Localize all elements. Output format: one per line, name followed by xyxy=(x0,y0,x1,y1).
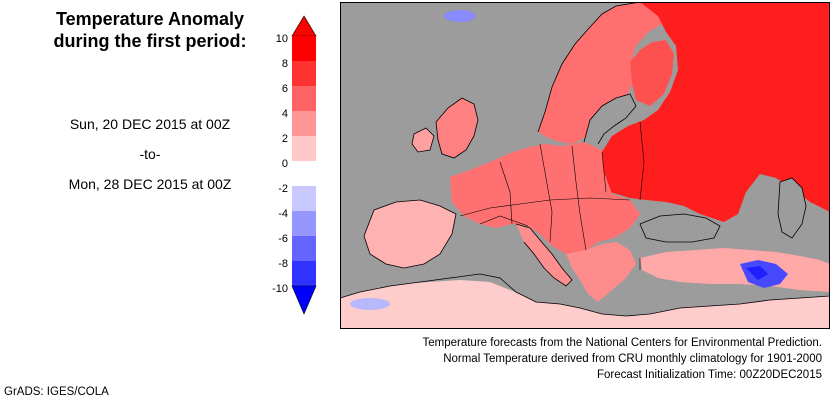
cold-patch-core xyxy=(746,266,768,280)
legend-tick-label: -2 xyxy=(278,183,288,195)
legend-bin xyxy=(292,136,316,161)
cold-patch-sw xyxy=(350,298,390,310)
legend-tick-label: 6 xyxy=(282,83,288,95)
land-great-britain xyxy=(436,98,478,158)
caspian-sea xyxy=(778,178,806,238)
credits-line-1: Temperature forecasts from the National … xyxy=(422,337,823,349)
land-balkans xyxy=(566,242,636,302)
legend-arrow-top xyxy=(291,15,317,37)
legend-tick-label: -4 xyxy=(278,208,288,220)
europe-anomaly-map xyxy=(340,2,830,329)
legend-tick-label: 4 xyxy=(282,108,288,120)
legend-bin xyxy=(292,161,316,186)
legend-arrow-bottom xyxy=(291,285,317,315)
legend-bin xyxy=(292,186,316,211)
grads-footer: GrADS: IGES/COLA xyxy=(4,386,109,398)
legend-bin xyxy=(292,86,316,111)
title-line-2: during the first period: xyxy=(53,31,247,51)
legend-tick-label: -6 xyxy=(278,233,288,245)
period-separator: -to- xyxy=(139,146,161,162)
legend-bin xyxy=(292,36,316,61)
legend-tick-label: 8 xyxy=(282,58,288,70)
legend-bin xyxy=(292,111,316,136)
legend-bin xyxy=(292,211,316,236)
mediterranean-sea xyxy=(400,256,602,308)
land-anatolia xyxy=(640,248,830,292)
credits-line-2: Normal Temperature derived from CRU mont… xyxy=(443,353,822,365)
land-italy xyxy=(516,224,572,286)
title-line-1: Temperature Anomaly xyxy=(55,9,245,29)
cold-patch-north xyxy=(444,10,476,22)
legend-tick-label: 0 xyxy=(282,158,288,170)
legend-bin xyxy=(292,236,316,261)
period-end: Mon, 28 DEC 2015 at 00Z xyxy=(68,176,232,192)
land-russia xyxy=(602,2,830,222)
land-ireland xyxy=(412,128,434,152)
legend-bin xyxy=(292,261,316,286)
map-frame xyxy=(340,2,830,329)
land-scandinavia xyxy=(538,2,662,144)
legend-bin xyxy=(292,61,316,86)
land-iberia xyxy=(364,200,456,268)
color-legend: 10 8 6 4 2 0 -2 -4 -6 -8 -10 xyxy=(272,15,317,315)
baltic-sea xyxy=(584,94,636,144)
legend-tick-label: 10 xyxy=(276,33,288,45)
black-sea xyxy=(640,214,720,242)
map-title: Temperature Anomaly during the first per… xyxy=(0,8,300,52)
period-start: Sun, 20 DEC 2015 at 00Z xyxy=(69,116,231,132)
land-central-europe xyxy=(450,142,640,254)
credits-line-3: Forecast Initialization Time: 00Z20DEC20… xyxy=(597,369,822,381)
land-north-africa xyxy=(340,274,830,329)
legend-tick-label: 2 xyxy=(282,133,288,145)
legend-tick-label: -10 xyxy=(272,283,288,295)
legend-tick-label: -8 xyxy=(278,258,288,270)
land-finland xyxy=(630,40,674,106)
credits: Temperature forecasts from the National … xyxy=(423,335,823,383)
